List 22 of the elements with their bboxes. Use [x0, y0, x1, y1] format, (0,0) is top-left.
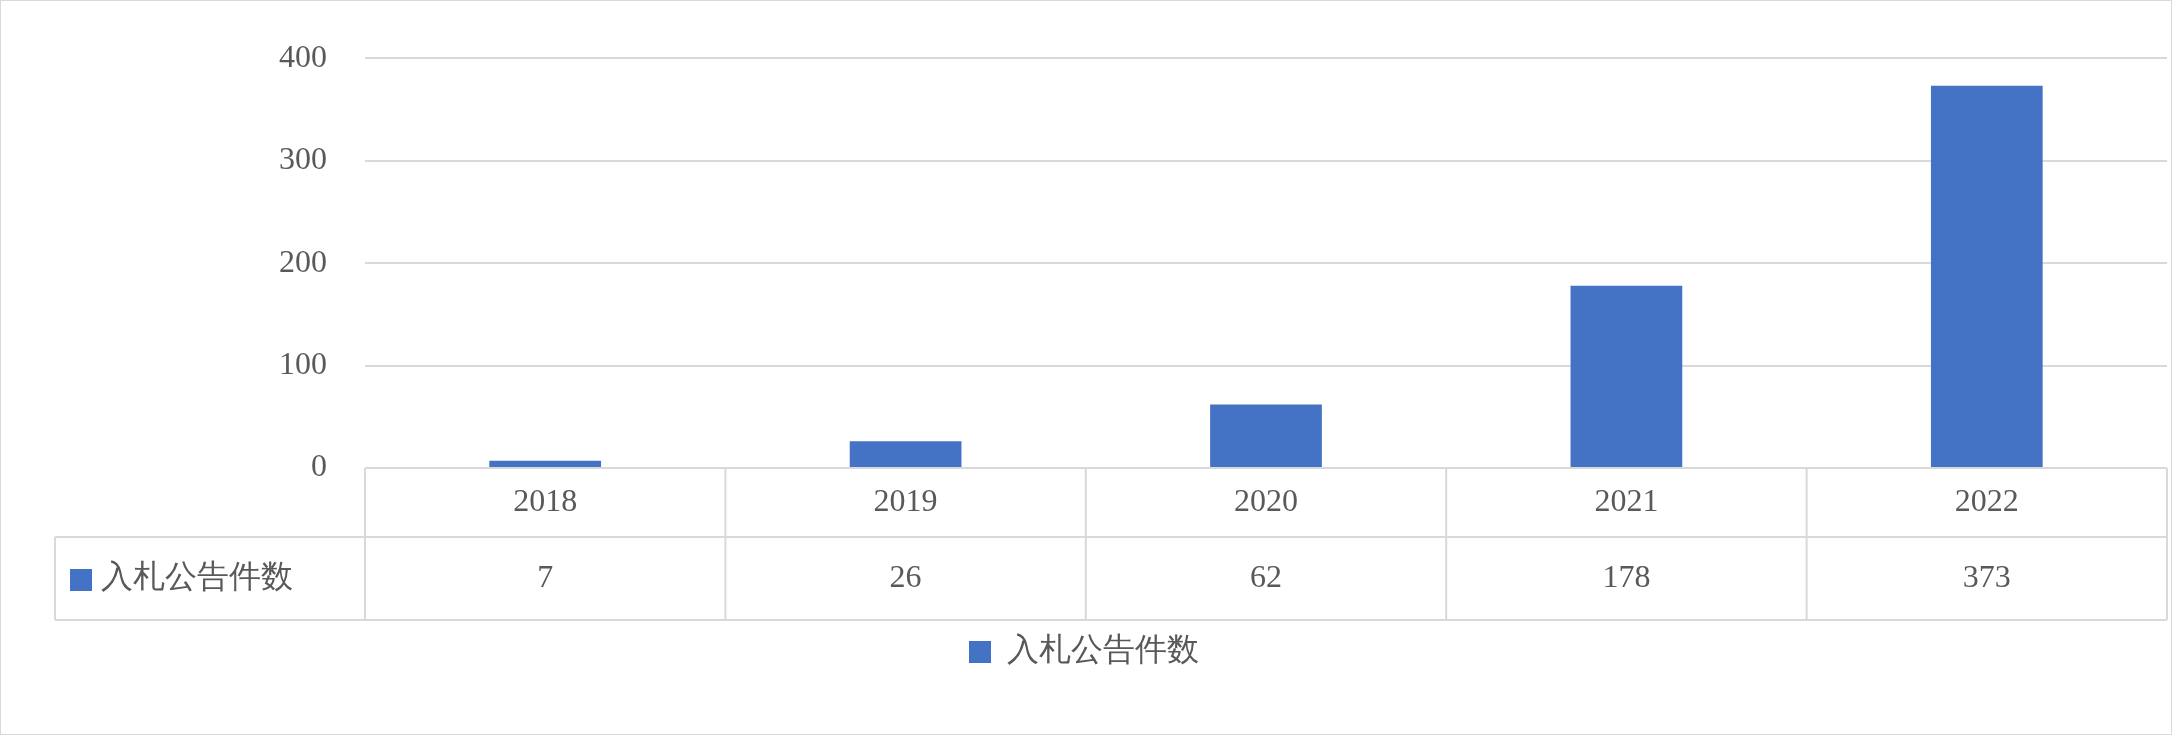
y-tick-label: 300	[279, 140, 327, 177]
x-tick-label: 2019	[873, 481, 938, 518]
data-label: 178	[1602, 557, 1651, 594]
bar	[1570, 285, 1683, 467]
x-tick-label: 2020	[1234, 481, 1298, 518]
data-label: 7	[537, 557, 554, 594]
x-tick-label: 2018	[513, 481, 578, 518]
data-label: 26	[889, 557, 922, 594]
data-label: 62	[1250, 557, 1282, 594]
x-tick-label: 2022	[1954, 481, 2019, 518]
bar	[489, 460, 602, 467]
data-label: 373	[1962, 557, 2011, 594]
bar	[1930, 85, 2043, 467]
bar	[1210, 404, 1322, 467]
legend-label: 入札公告件数	[1007, 631, 1199, 668]
y-tick-label: 200	[279, 242, 327, 279]
y-tick-label: 100	[279, 344, 327, 381]
y-tick-label: 0	[311, 447, 327, 484]
bar	[849, 441, 962, 467]
y-tick-label: 400	[279, 37, 327, 74]
text: 入札公告件数	[101, 557, 293, 594]
x-tick-label: 2021	[1594, 481, 1659, 518]
